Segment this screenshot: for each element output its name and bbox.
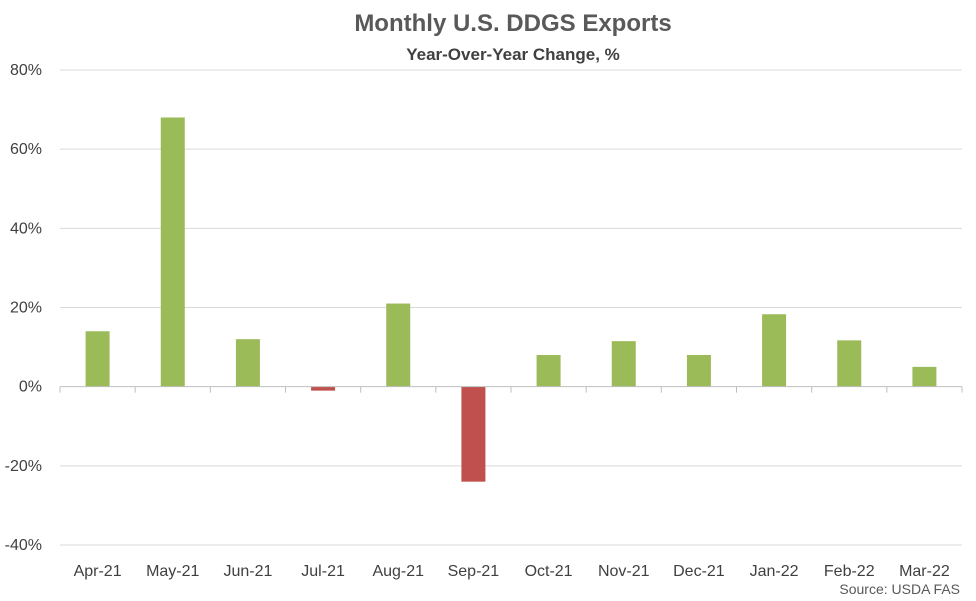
bar-oct-21 [536, 355, 561, 387]
y-tick-label: -20% [5, 458, 42, 475]
gridlines [60, 69, 962, 546]
bar-mar-22 [912, 366, 937, 387]
x-tick-label: Sep-21 [448, 563, 500, 580]
y-tick-label: 80% [10, 62, 42, 79]
x-tick-label: Dec-21 [673, 563, 725, 580]
source-note: Source: USDA FAS [839, 581, 960, 597]
x-tick-label: Nov-21 [598, 563, 650, 580]
bar-feb-22 [837, 340, 862, 387]
x-axis [59, 386, 963, 393]
y-tick-label: 0% [19, 379, 42, 396]
bar-jan-22 [762, 314, 787, 387]
bar-apr-21 [85, 331, 110, 387]
x-tick-label: Aug-21 [372, 563, 424, 580]
x-tick-label: May-21 [146, 563, 199, 580]
bar-jul-21 [311, 386, 336, 391]
y-axis-tick-labels: 80% 60% 40% 20% 0% -20% -40% [5, 62, 42, 554]
x-tick-label: Jul-21 [301, 563, 345, 580]
bar-jun-21 [235, 339, 260, 387]
x-tick-label: Feb-22 [824, 563, 875, 580]
bar-dec-21 [686, 355, 711, 387]
x-tick-label: Apr-21 [74, 563, 122, 580]
bar-sep-21 [461, 386, 486, 482]
bar-aug-21 [386, 303, 411, 387]
x-tick-label: Mar-22 [899, 563, 950, 580]
x-tick-label: Jun-21 [223, 563, 272, 580]
bar-nov-21 [611, 341, 636, 387]
chart-title: Monthly U.S. DDGS Exports [354, 10, 671, 37]
y-tick-label: 60% [10, 141, 42, 158]
y-tick-label: -40% [5, 537, 42, 554]
y-tick-label: 40% [10, 220, 42, 237]
bar-may-21 [160, 117, 185, 387]
x-tick-label: Oct-21 [525, 563, 573, 580]
x-axis-tick-labels: Apr-21 May-21 Jun-21 Jul-21 Aug-21 Sep-21 Oct-… [74, 563, 950, 580]
x-tick-label: Jan-22 [750, 563, 799, 580]
chart-subtitle: Year-Over-Year Change, % [406, 45, 620, 64]
bars [85, 117, 937, 482]
y-tick-label: 20% [10, 300, 42, 317]
